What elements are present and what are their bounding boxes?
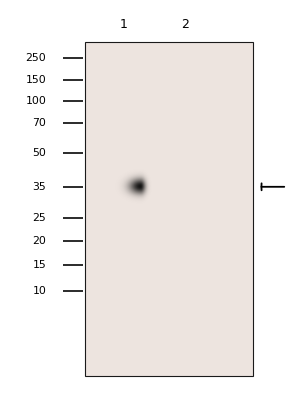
Text: 50: 50	[33, 148, 46, 158]
Text: 2: 2	[181, 18, 189, 30]
Text: 10: 10	[33, 286, 46, 296]
Text: 150: 150	[26, 75, 46, 85]
Bar	[85, 42, 253, 376]
Text: 15: 15	[33, 260, 46, 270]
Text: 70: 70	[33, 118, 46, 128]
Text: 20: 20	[33, 236, 46, 246]
Text: 35: 35	[33, 182, 46, 192]
Text: 25: 25	[33, 213, 46, 223]
Text: 1: 1	[120, 18, 128, 30]
Text: 250: 250	[26, 53, 46, 63]
Text: 100: 100	[25, 96, 46, 106]
